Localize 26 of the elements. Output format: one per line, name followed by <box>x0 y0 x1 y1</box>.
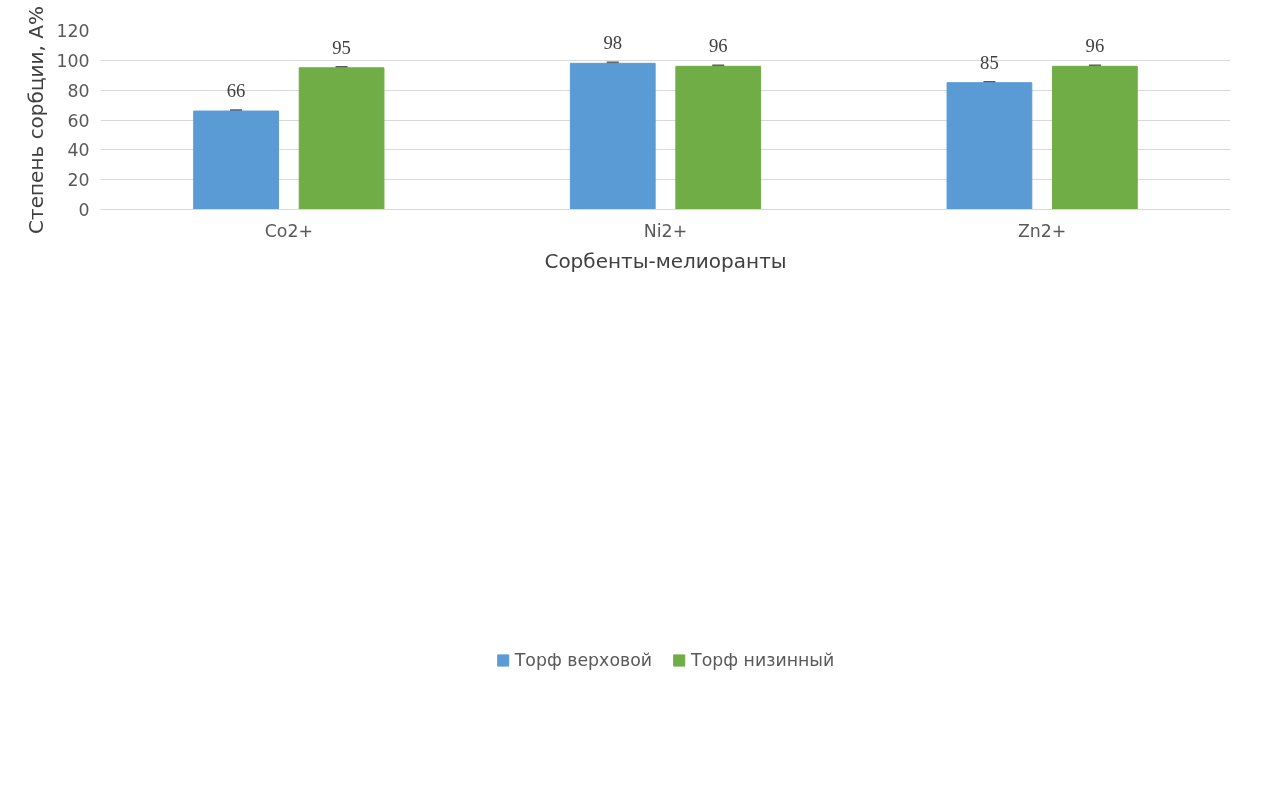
bar <box>298 67 385 210</box>
data-label: 96 <box>1085 35 1105 57</box>
data-label: 66 <box>226 80 246 102</box>
x-tick-label: Co2+ <box>264 220 313 241</box>
y-tick-label: 100 <box>56 50 90 71</box>
bar <box>193 110 279 210</box>
y-tick-label: 0 <box>78 200 90 220</box>
data-label: 85 <box>980 51 999 73</box>
data-label: 98 <box>603 32 623 54</box>
legend-label: Торф верховой <box>514 650 653 670</box>
bar <box>675 65 762 210</box>
y-tick-label: 60 <box>67 110 90 131</box>
y-tick-label: 40 <box>67 140 90 161</box>
bar <box>1052 65 1138 210</box>
x-axis-title: Сорбенты-мелиоранты <box>544 248 787 273</box>
data-label: 95 <box>332 36 351 58</box>
y-axis-title: Степень сорбции, А% <box>24 6 49 234</box>
bar <box>946 82 1033 210</box>
y-tick-label: 80 <box>67 80 90 101</box>
x-tick-label: Zn2+ <box>1017 220 1067 241</box>
bar <box>569 62 656 210</box>
y-tick-label: 20 <box>67 170 90 191</box>
data-label: 96 <box>708 35 728 57</box>
x-tick-label: Ni2+ <box>643 220 688 241</box>
legend-label: Торф низинный <box>691 650 835 670</box>
y-tick-label: 120 <box>56 21 90 41</box>
